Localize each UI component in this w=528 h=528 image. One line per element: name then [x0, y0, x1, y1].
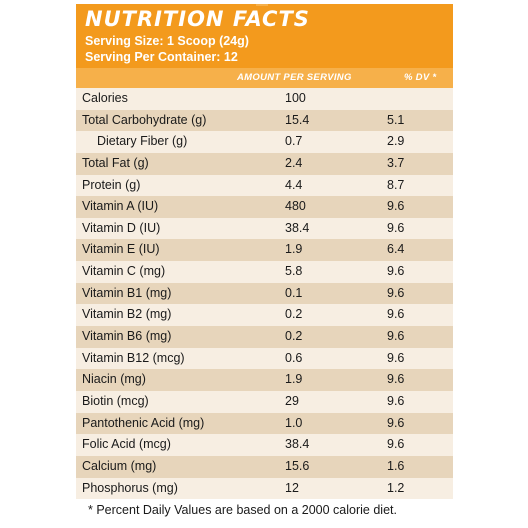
nutrient-amount: 100 [285, 91, 306, 105]
nutrient-label: Folic Acid (mcg) [82, 437, 171, 452]
nutrient-amount: 5.8 [285, 264, 303, 279]
nutrient-row: Total Carbohydrate (g) 15.4 5.1 [76, 109, 453, 132]
serving-size: Serving Size: 1 Scoop (24g) [85, 34, 249, 48]
nutrient-row: Vitamin B6 (mg) 0.2 9.6 [76, 326, 453, 348]
nutrient-dv: 1.2 [387, 480, 405, 495]
nutrition-header: NUTRITION FACTS Serving Size: 1 Scoop (2… [76, 4, 453, 68]
nutrient-label: Vitamin B1 (mg) [82, 285, 172, 300]
nutrient-amount: 38.4 [285, 220, 310, 235]
daily-value-footnote: * Percent Daily Values are based on a 20… [88, 503, 397, 517]
nutrient-dv: 5.1 [387, 112, 405, 127]
nutrient-dv: 2.9 [387, 134, 405, 149]
nutrient-row: Protein (g) 4.4 8.7 [76, 174, 453, 197]
nutrition-facts-panel: NUTRITION FACTS Serving Size: 1 Scoop (2… [76, 4, 453, 522]
nutrient-dv: 9.6 [387, 307, 405, 322]
nutrient-amount: 0.2 [285, 307, 303, 322]
nutrient-label: Vitamin B12 (mcg) [82, 350, 185, 365]
nutrient-label: Total Fat (g) [82, 155, 149, 170]
nutrient-amount: 480 [285, 199, 306, 214]
nutrient-label: Vitamin A (IU) [82, 199, 159, 214]
nutrient-row: Pantothenic Acid (mg) 1.0 9.6 [76, 412, 453, 435]
nutrient-dv: 9.6 [387, 285, 405, 300]
nutrient-label: Vitamin B6 (mg) [82, 329, 172, 344]
nutrient-amount: 0.2 [285, 329, 303, 344]
nutrient-label: Niacin (mg) [82, 372, 146, 387]
nutrient-label: Biotin (mcg) [82, 393, 149, 408]
nutrient-dv: 9.6 [387, 415, 405, 430]
nutrient-label: Vitamin B2 (mg) [82, 307, 172, 322]
nutrient-row: Calcium (mg) 15.6 1.6 [76, 455, 453, 478]
nutrient-row: Folic Acid (mcg) 38.4 9.6 [76, 434, 453, 456]
nutrient-row: Biotin (mcg) 29 9.6 [76, 390, 453, 413]
nutrient-label: Phosphorus (mg) [82, 480, 178, 495]
nutrient-dv: 9.6 [387, 437, 405, 452]
nutrient-label: Vitamin C (mg) [82, 264, 166, 279]
nutrient-label: Dietary Fiber (g) [97, 134, 188, 149]
nutrient-amount: 0.1 [285, 285, 303, 300]
amount-column-header: AMOUNT PER SERVING [237, 72, 352, 83]
nutrient-dv: 9.6 [387, 393, 405, 408]
nutrient-amount: 12 [285, 480, 299, 495]
nutrient-dv: 9.6 [387, 372, 405, 387]
nutrient-dv: 9.6 [387, 199, 405, 214]
nutrient-row: Phosphorus (mg) 12 1.2 [76, 477, 453, 500]
nutrient-amount: 15.6 [285, 458, 310, 473]
nutrient-row: Total Fat (g) 2.4 3.7 [76, 152, 453, 175]
nutrient-row: Vitamin B2 (mg) 0.2 9.6 [76, 304, 453, 327]
nutrient-row: Vitamin D (IU) 38.4 9.6 [76, 217, 453, 240]
nutrient-amount: 15.4 [285, 112, 310, 127]
nutrient-row: Vitamin C (mg) 5.8 9.6 [76, 261, 453, 283]
nutrient-dv: 1.6 [387, 458, 405, 473]
nutrient-dv: 8.7 [387, 177, 405, 192]
dv-column-header: % DV * [404, 72, 437, 83]
nutrient-row: Dietary Fiber (g) 0.7 2.9 [76, 131, 453, 153]
nutrient-amount: 4.4 [285, 177, 303, 192]
nutrient-table: Calories 100 Total Carbohydrate (g) 15.4 5.… [76, 88, 453, 500]
header-tab-accent [256, 4, 268, 6]
nutrient-amount: 0.6 [285, 350, 303, 365]
nutrient-row: Vitamin E (IU) 1.9 6.4 [76, 239, 453, 262]
nutrient-label: Total Carbohydrate (g) [82, 112, 207, 127]
nutrient-label: Calcium (mg) [82, 458, 157, 473]
nutrient-dv: 3.7 [387, 155, 405, 170]
nutrient-row: Vitamin B1 (mg) 0.1 9.6 [76, 282, 453, 305]
nutrition-title: NUTRITION FACTS [85, 7, 310, 31]
nutrient-amount: 1.9 [285, 372, 303, 387]
nutrient-dv: 9.6 [387, 220, 405, 235]
servings-per-container: Serving Per Container: 12 [85, 50, 238, 64]
nutrient-amount: 1.0 [285, 415, 303, 430]
nutrient-label: Vitamin E (IU) [82, 242, 160, 257]
nutrient-row: Vitamin B12 (mcg) 0.6 9.6 [76, 347, 453, 370]
nutrient-label: Protein (g) [82, 177, 141, 192]
nutrient-dv: 9.6 [387, 350, 405, 365]
nutrient-amount: 38.4 [285, 437, 310, 452]
nutrient-row: Vitamin A (IU) 480 9.6 [76, 196, 453, 218]
nutrient-row: Niacin (mg) 1.9 9.6 [76, 369, 453, 391]
nutrient-amount: 0.7 [285, 134, 303, 149]
nutrient-amount: 2.4 [285, 155, 303, 170]
nutrient-label: Calories [82, 91, 128, 105]
nutrient-amount: 29 [285, 393, 299, 408]
nutrient-dv: 6.4 [387, 242, 405, 257]
nutrient-row: Calories 100 [76, 88, 453, 110]
nutrient-dv: 9.6 [387, 329, 405, 344]
nutrient-dv: 9.6 [387, 264, 405, 279]
nutrient-label: Pantothenic Acid (mg) [82, 415, 205, 430]
column-header-bar: AMOUNT PER SERVING % DV * [76, 68, 453, 88]
nutrient-amount: 1.9 [285, 242, 303, 257]
nutrient-label: Vitamin D (IU) [82, 220, 161, 235]
